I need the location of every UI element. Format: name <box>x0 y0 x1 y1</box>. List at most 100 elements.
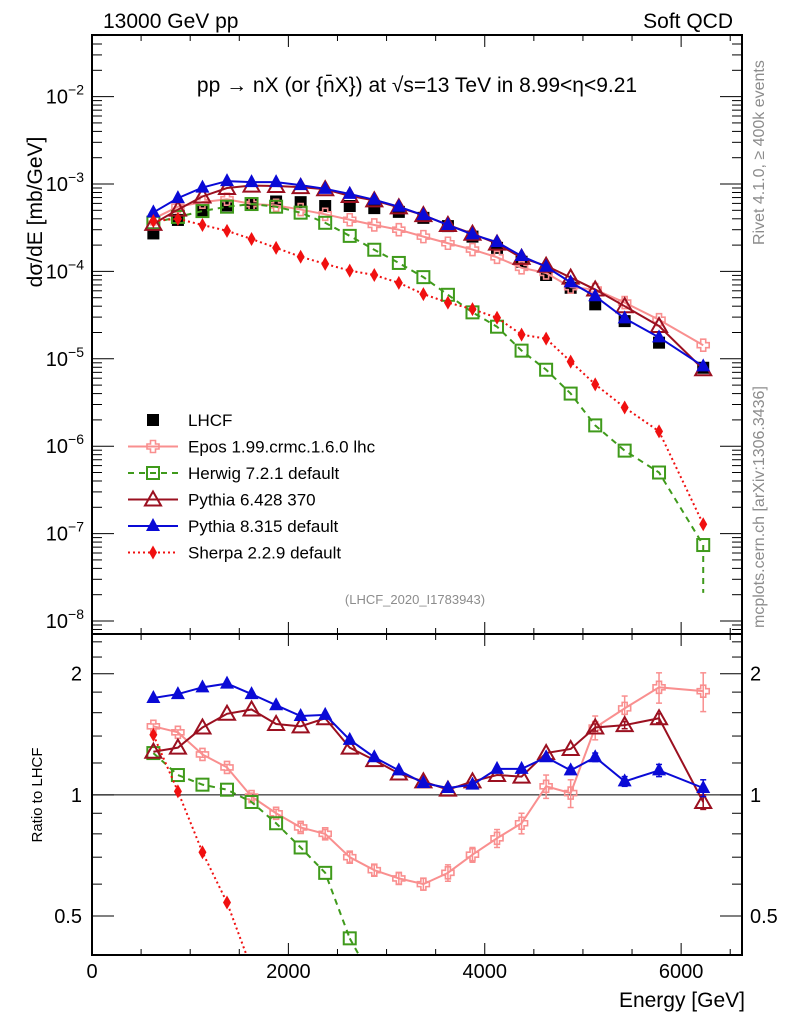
ratio-point <box>340 737 360 755</box>
y-tick-label: 10−6 <box>46 431 84 458</box>
ratio-point <box>539 749 554 763</box>
data-point <box>220 192 234 207</box>
ratio-point <box>514 760 529 774</box>
ratio-point <box>244 789 259 804</box>
main-y-axis-label: dσ/dE [mb/GeV] <box>24 137 47 288</box>
ratio-point <box>487 765 507 783</box>
ratio-series-epos-1-99-crmc-1-6-0-lhc <box>146 672 711 891</box>
data-point <box>465 226 480 240</box>
data-point <box>220 199 235 214</box>
ratio-y-axis-label: Ratio to LHCF <box>29 747 46 842</box>
ratio-point <box>269 816 284 831</box>
ratio-line-extension <box>348 937 361 955</box>
data-point <box>394 275 403 290</box>
data-point <box>652 465 667 480</box>
ratio-point <box>168 737 188 755</box>
data-point <box>368 202 381 215</box>
ratio-point <box>293 840 308 855</box>
data-point <box>367 191 382 205</box>
legend-marker <box>146 466 160 480</box>
y-tick-label: 10−2 <box>46 82 84 109</box>
ratio-point <box>318 827 332 841</box>
data-point <box>223 223 232 238</box>
ratio-point <box>696 779 711 793</box>
y-tick-label-right: 2 <box>750 664 761 686</box>
ratio-point <box>649 708 669 726</box>
ratio-line <box>152 734 248 955</box>
ratio-point <box>220 782 235 797</box>
data-point <box>293 205 308 220</box>
ratio-point <box>511 766 532 784</box>
ratio-point <box>342 931 357 946</box>
legend-label: Sherpa 2.2.9 default <box>188 544 341 563</box>
legend-label: LHCF <box>188 411 232 430</box>
data-point <box>652 329 667 343</box>
ratio-series-herwig-7-2-1-default <box>146 746 361 955</box>
data-point <box>195 204 210 219</box>
ratio-point <box>614 715 635 733</box>
data-point <box>539 258 554 272</box>
data-point <box>696 338 711 353</box>
ratio-point <box>241 699 262 717</box>
data-point <box>269 174 284 188</box>
data-point <box>620 400 629 415</box>
ratio-point <box>585 717 605 735</box>
legend: LHCF Epos 1.99.crmc.1.6.0 lhc Herwig 7.2.1… <box>128 411 376 563</box>
ratio-point <box>465 847 480 862</box>
x-tick-label: 0 <box>86 961 97 983</box>
ratio-point <box>652 762 667 776</box>
ratio-point <box>269 806 283 821</box>
data-point <box>173 211 182 226</box>
data-point <box>345 263 354 278</box>
ratio-point <box>514 816 529 831</box>
legend-item: Epos 1.99.crmc.1.6.0 lhc <box>128 438 376 457</box>
data-point <box>367 242 382 257</box>
data-point <box>244 197 259 212</box>
ratio-point <box>244 686 259 700</box>
ratio-point <box>220 675 235 689</box>
ratio-point <box>416 775 431 789</box>
data-point <box>517 327 526 342</box>
data-point <box>542 331 551 346</box>
ratio-point <box>198 845 207 860</box>
data-point <box>342 212 357 227</box>
plot-title: pp → nX (or {n̄X}) at √s=13 TeV in 8.99<… <box>197 74 637 97</box>
ratio-point <box>416 877 431 891</box>
data-point <box>419 287 428 302</box>
ratio-point <box>143 741 164 759</box>
data-point <box>370 267 379 282</box>
series-line <box>152 180 704 368</box>
ratio-point <box>170 686 185 700</box>
y-tick-label: 10−5 <box>46 344 84 371</box>
y-tick-label-right: 0.5 <box>750 906 778 928</box>
ratio-point <box>490 760 505 774</box>
data-point <box>465 242 480 257</box>
series-line <box>153 203 705 546</box>
data-point <box>514 248 529 262</box>
ratio-point <box>696 684 711 698</box>
data-point <box>696 538 711 553</box>
data-point <box>143 213 164 231</box>
ratio-point <box>318 865 333 880</box>
legend-item: LHCF <box>147 411 232 430</box>
ratio-point <box>173 784 182 799</box>
main-panel-axes: 10−8 10−7 10−6 10−5 10−4 10−3 10−2 <box>46 35 742 634</box>
data-point <box>563 274 578 288</box>
ratio-point <box>170 768 185 783</box>
data-point <box>220 173 235 187</box>
ratio-point <box>269 697 284 711</box>
x-axis-label: Energy [GeV] <box>619 989 745 1012</box>
ratio-point <box>367 749 382 763</box>
ratio-point <box>223 895 232 910</box>
data-point <box>391 198 406 212</box>
category-label: Soft QCD <box>643 10 733 33</box>
y-tick-label-right: 1 <box>750 785 761 807</box>
ratio-series-sherpa-2-2-9-default <box>149 727 248 955</box>
data-point <box>149 213 158 228</box>
x-tick-label: 6000 <box>659 961 704 983</box>
data-point <box>591 377 600 392</box>
series-pythia-8-315-default <box>146 173 711 372</box>
data-point <box>269 199 284 214</box>
legend-label: Herwig 7.2.1 default <box>188 464 339 483</box>
y-tick-label: 1 <box>71 785 82 807</box>
